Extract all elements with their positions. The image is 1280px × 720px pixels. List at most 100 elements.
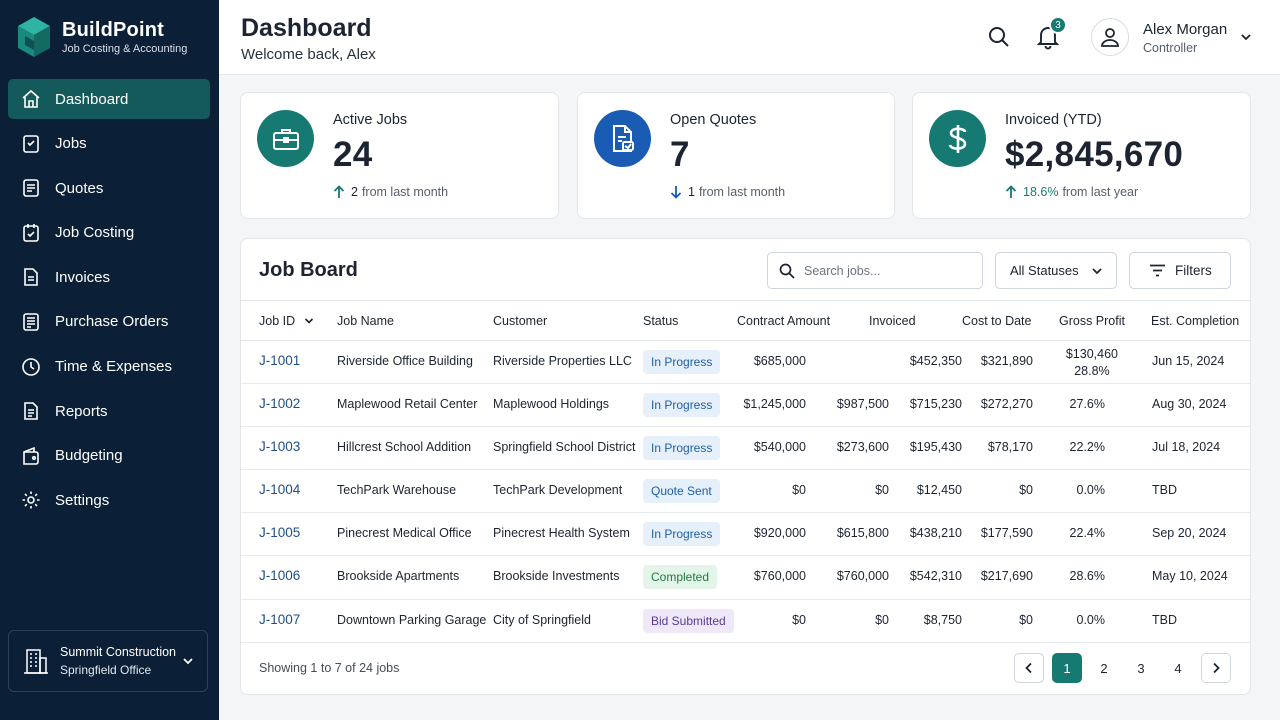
stat-card-open-quotes[interactable]: Open Quotes 7 1 from last month [577, 92, 895, 219]
job-id-link[interactable]: J-1003 [259, 439, 301, 455]
chevron-down-icon[interactable] [1239, 30, 1253, 44]
job-name: Downtown Parking Garage [337, 612, 487, 627]
column-header-contract-amount[interactable]: Contract Amount [737, 314, 831, 328]
cost-to-date: $12,450 [916, 483, 962, 498]
sidebar-item-label: Jobs [55, 135, 87, 153]
previous-page-button[interactable] [1014, 653, 1044, 683]
gross-profit-percent: 22.2% [1069, 440, 1105, 455]
job-name: Riverside Office Building [337, 354, 473, 368]
board-title: Job Board [259, 259, 358, 281]
sidebar-item-jobs[interactable]: Jobs [8, 124, 210, 164]
sidebar-item-purchase-orders[interactable]: Purchase Orders [8, 302, 210, 342]
gear-icon [22, 491, 40, 509]
customer-name: Riverside Properties LLC [493, 354, 632, 368]
sidebar-item-label: Reports [55, 402, 108, 420]
stat-delta-text: from last month [698, 185, 786, 199]
job-name: Hillcrest School Addition [337, 440, 472, 455]
job-id-link[interactable]: J-1001 [259, 353, 301, 368]
column-header-invoiced[interactable]: Invoiced [869, 314, 916, 328]
sidebar-item-budgeting[interactable]: Budgeting [8, 436, 210, 476]
sidebar-item-invoices[interactable]: Invoices [8, 257, 210, 297]
contract-amount: $0 [792, 612, 806, 627]
table-header: Job ID Job Name Customer Status Contract… [241, 300, 1250, 341]
search-input[interactable] [804, 263, 964, 278]
stat-delta-value: 1 [688, 185, 695, 199]
sidebar-item-dashboard[interactable]: Dashboard [8, 79, 210, 119]
avatar[interactable] [1091, 18, 1129, 56]
arrow-down-icon [670, 186, 682, 199]
sidebar-item-label: Purchase Orders [55, 313, 169, 331]
arrow-up-icon [1005, 185, 1017, 198]
sidebar-item-reports[interactable]: Reports [8, 391, 210, 431]
table-row[interactable]: J-1004 TechPark Warehouse TechPark Develop… [241, 470, 1250, 514]
brand-subtitle: Job Costing & Accounting [62, 43, 188, 55]
sidebar-item-time-expenses[interactable]: Time & Expenses [8, 347, 210, 387]
brand[interactable]: BuildPoint Job Costing & Accounting [17, 16, 187, 58]
column-header-est-completion[interactable]: Est. Completion [1151, 314, 1240, 328]
search-icon[interactable] [987, 25, 1011, 49]
cost-to-date: $438,210 [909, 526, 962, 541]
next-page-button[interactable] [1201, 653, 1231, 683]
arrow-up-icon [333, 185, 345, 198]
job-id-link[interactable]: J-1007 [259, 611, 301, 627]
job-name: Pinecrest Medical Office [337, 526, 472, 541]
job-id-link[interactable]: J-1002 [259, 396, 301, 412]
job-id-link[interactable]: J-1004 [259, 482, 301, 498]
stat-value: 7 [670, 135, 690, 174]
invoiced-amount: $760,000 [836, 569, 889, 584]
page-button-3[interactable]: 3 [1137, 660, 1145, 676]
stat-delta: 2 from last month [333, 185, 448, 199]
gross-profit-percent: 27.6% [1069, 397, 1105, 412]
table-row[interactable]: J-1002 Maplewood Retail Center Maplewood H… [241, 384, 1250, 428]
reports-icon [24, 402, 38, 420]
page-button-2[interactable]: 2 [1100, 660, 1108, 676]
search-box[interactable] [767, 252, 983, 289]
gross-profit-percent: 0.0% [1076, 612, 1106, 627]
stat-card-invoiced-ytd[interactable]: Invoiced (YTD) $2,845,670 18.6% from las… [912, 92, 1251, 219]
column-header-job-name[interactable]: Job Name [337, 314, 394, 328]
stat-label: Active Jobs [333, 112, 408, 128]
chevron-left-icon [1025, 662, 1032, 674]
table-row[interactable]: J-1003 Hillcrest School Addition Springfie… [241, 427, 1250, 471]
search-icon [779, 263, 795, 279]
table-row[interactable]: J-1007 Downtown Parking Garage City of Spr… [241, 600, 1250, 643]
table-row[interactable]: J-1001 Riverside Office Building Riverside… [241, 341, 1250, 385]
column-header-gross-profit[interactable]: Gross Profit [1059, 314, 1125, 328]
notification-badge: 3 [1049, 16, 1067, 34]
sidebar-item-job-costing[interactable]: Job Costing [8, 213, 210, 253]
status-badge: Bid Submitted [643, 608, 734, 633]
page-button-4[interactable]: 4 [1174, 660, 1182, 676]
building-icon [24, 649, 48, 674]
stat-delta: 18.6% from last year [1005, 185, 1138, 199]
stat-card-active-jobs[interactable]: Active Jobs 24 2 from last month [240, 92, 559, 219]
column-header-cost-to-date[interactable]: Cost to Date [962, 314, 1032, 328]
contract-amount: $540,000 [753, 440, 806, 455]
status-badge: In Progress [643, 350, 721, 374]
page-button-1[interactable]: 1 [1052, 653, 1082, 683]
filter-icon [1150, 264, 1165, 277]
org-switcher[interactable]: Summit Construction Springfield Office [8, 630, 208, 692]
sidebar-item-label: Settings [55, 491, 110, 509]
table-row[interactable]: J-1006 Brookside Apartments Brookside Inve… [241, 556, 1250, 600]
job-id-link[interactable]: J-1006 [259, 568, 301, 584]
brand-logo-icon [18, 17, 50, 57]
job-id-link[interactable]: J-1005 [259, 525, 301, 541]
table-row[interactable]: J-1005 Pinecrest Medical Office Pinecrest … [241, 513, 1250, 557]
column-header-customer[interactable]: Customer [493, 314, 548, 328]
sidebar-item-quotes[interactable]: Quotes [8, 168, 210, 208]
time-expenses-icon [22, 357, 40, 376]
job-costing-icon [23, 223, 39, 242]
sidebar-item-label: Invoices [55, 268, 111, 286]
column-header-job-id[interactable]: Job ID [259, 314, 314, 328]
quotes-icon [23, 179, 39, 197]
sidebar-item-settings[interactable]: Settings [8, 480, 210, 520]
invoiced-amount: $0 [875, 612, 889, 627]
jobs-icon [23, 134, 39, 153]
filters-button[interactable]: Filters [1129, 252, 1231, 289]
customer-name: Springfield School District [493, 440, 636, 455]
status-filter-select[interactable]: All Statuses [995, 252, 1117, 289]
column-header-status[interactable]: Status [643, 314, 679, 328]
stat-label: Invoiced (YTD) [1005, 112, 1102, 128]
sidebar: BuildPoint Job Costing & Accounting Dash… [0, 0, 219, 720]
sidebar-item-label: Dashboard [55, 90, 129, 108]
